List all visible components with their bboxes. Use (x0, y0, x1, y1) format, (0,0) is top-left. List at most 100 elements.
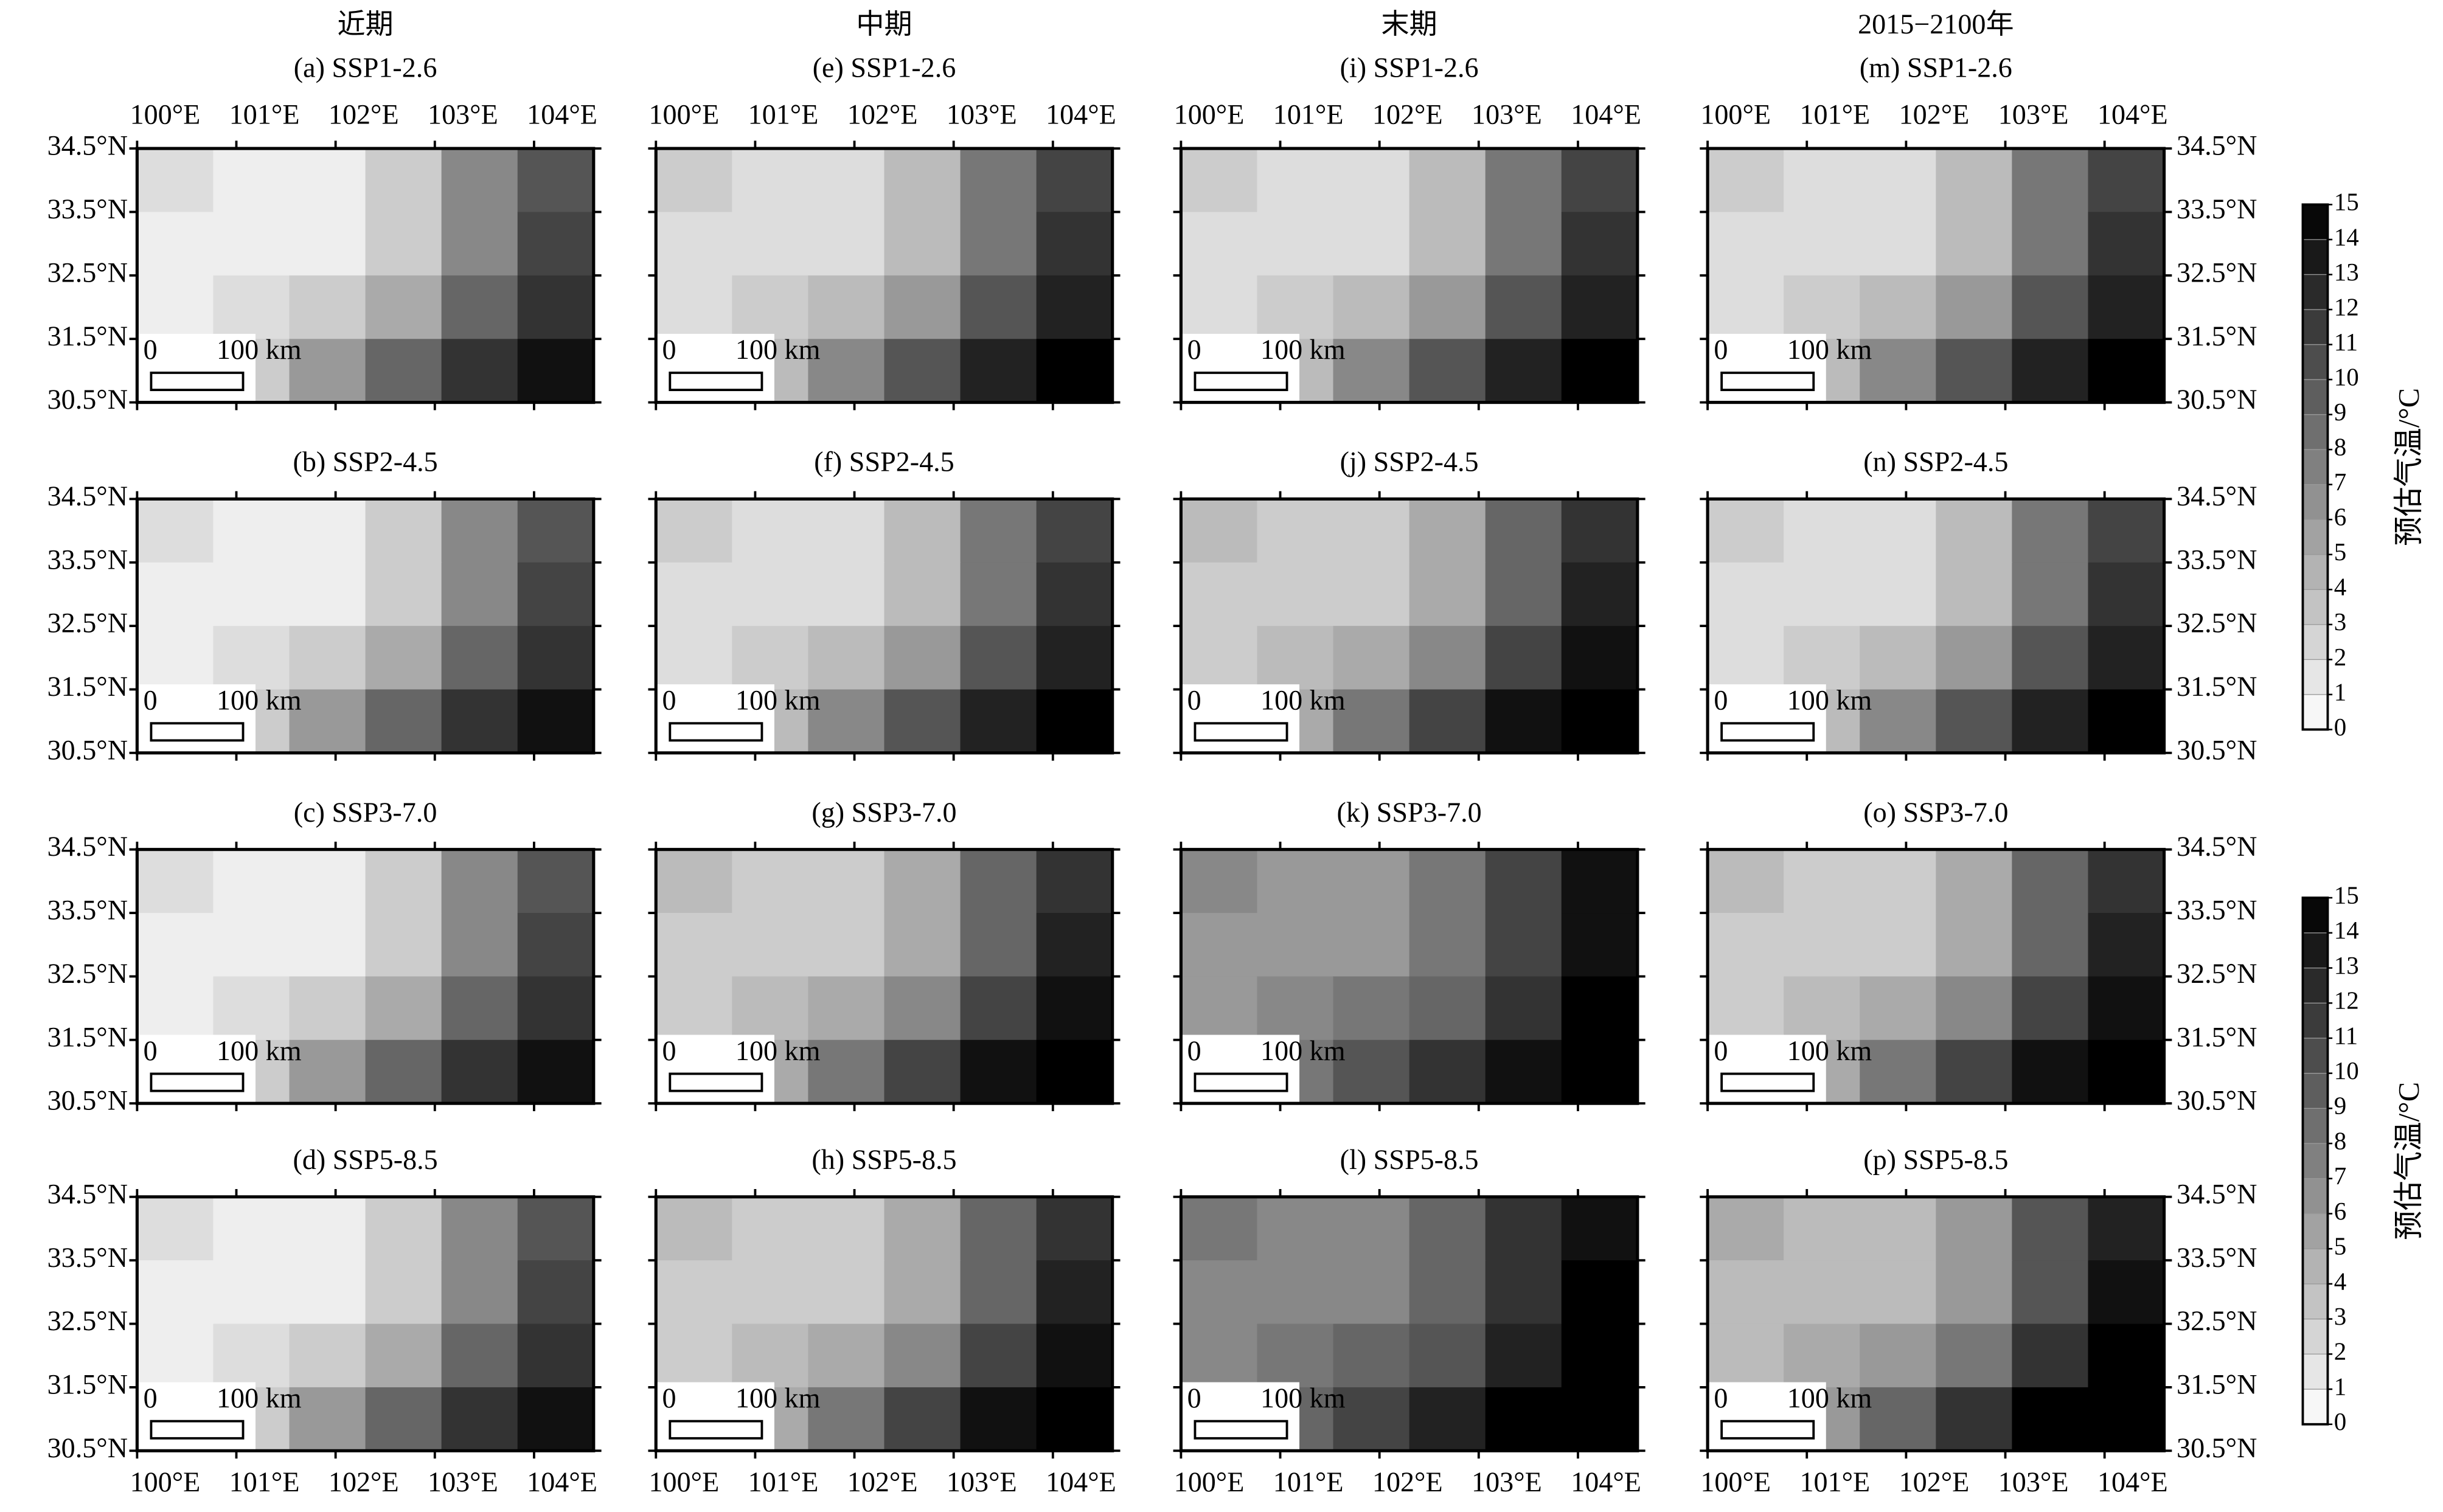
colorbar-tick-label: 8 (2334, 1126, 2346, 1154)
colorbar-frame (2301, 896, 2329, 1426)
cell (884, 1387, 961, 1452)
cell (884, 148, 961, 213)
cell (441, 913, 519, 977)
x-tick-label: 102°E (1372, 99, 1443, 130)
cell (1409, 339, 1486, 403)
x-tick-label: 104°E (527, 99, 597, 130)
cell (137, 626, 214, 690)
cell (289, 212, 366, 277)
colorbar-tick-label: 4 (2334, 1267, 2346, 1295)
scale-bar (1194, 1420, 1288, 1440)
cell (960, 275, 1037, 340)
colorbar-tick-label: 4 (2334, 573, 2346, 601)
cell (1784, 562, 1861, 627)
column-title: 2015−2100年 (1858, 9, 2014, 40)
cell (1561, 562, 1639, 627)
cell (1181, 499, 1258, 564)
scale-bar-label: 100 km (735, 1035, 821, 1066)
colorbar-tick-label: 9 (2334, 398, 2346, 426)
colorbar-tick-label: 12 (2334, 293, 2359, 321)
cell (960, 849, 1037, 914)
cell (1181, 212, 1258, 277)
x-tick-label: 103°E (1472, 99, 1542, 130)
colorbar-segment (2302, 1353, 2329, 1390)
scale-bar (150, 372, 245, 392)
cell (517, 976, 595, 1041)
cell (1708, 499, 1785, 564)
cell (1860, 562, 1937, 627)
cell (1181, 913, 1258, 977)
cell (2012, 1260, 2089, 1325)
cell (213, 499, 290, 564)
x-tick-label: 103°E (1998, 99, 2069, 130)
cell (1409, 499, 1486, 564)
cell (441, 689, 519, 754)
cell (365, 148, 442, 213)
cell (1860, 1260, 1937, 1325)
x-tick-label: 101°E (229, 99, 300, 130)
cell (1485, 562, 1563, 627)
cell (517, 849, 595, 914)
colorbar-tick-label: 7 (2334, 1162, 2346, 1190)
cell (1784, 499, 1861, 564)
cell (808, 1039, 885, 1105)
colorbar-segment (2302, 1038, 2329, 1074)
cell (1036, 976, 1113, 1041)
cell (884, 1039, 961, 1105)
y-tick-label: 31.5°N (2177, 1021, 2257, 1052)
scale-bar (150, 722, 245, 742)
cell (2012, 1387, 2089, 1452)
cell (1860, 1196, 1937, 1261)
cell (960, 1039, 1037, 1105)
colorbar-segment (2302, 967, 2329, 1004)
x-tick-label: 103°E (1998, 1466, 2069, 1497)
scale-bar-label: 0 (1187, 1035, 1201, 1066)
y-tick-label: 32.5°N (2177, 1305, 2257, 1336)
cell (884, 212, 961, 277)
cell (365, 499, 442, 564)
cell (441, 148, 519, 213)
cell (960, 499, 1037, 564)
cell (1936, 849, 2013, 914)
cell (1333, 689, 1410, 754)
cell (2012, 1196, 2089, 1261)
cell (441, 562, 519, 627)
cell (1860, 275, 1937, 340)
cell (884, 626, 961, 690)
y-tick-label: 32.5°N (2177, 257, 2257, 288)
cell (289, 499, 366, 564)
colorbar-tick-label: 15 (2334, 188, 2359, 216)
x-tick-label: 102°E (328, 1466, 399, 1497)
colorbar-segment (2302, 694, 2329, 730)
x-tick-label: 101°E (748, 1466, 819, 1497)
cell (1708, 1323, 1785, 1389)
cell (1036, 275, 1113, 340)
scale-bar-label: 0 (144, 1382, 158, 1413)
cell (1860, 689, 1937, 754)
cell (2012, 339, 2089, 403)
cell (441, 626, 519, 690)
cell (1333, 976, 1410, 1041)
cell (2012, 849, 2089, 914)
panel-title: (g) SSP3-7.0 (811, 797, 956, 828)
cell (289, 1039, 366, 1105)
colorbar-segment (2302, 1178, 2329, 1215)
scale-bar-label: 0 (662, 684, 676, 715)
cell (1485, 1196, 1563, 1261)
cell (441, 1387, 519, 1452)
x-tick-label: 103°E (428, 99, 498, 130)
cell (1181, 976, 1258, 1041)
cell (289, 913, 366, 977)
cell (1409, 562, 1486, 627)
cell (1561, 339, 1639, 403)
x-tick-label: 102°E (847, 1466, 918, 1497)
cell (289, 1323, 366, 1389)
cell (656, 212, 733, 277)
cell (732, 976, 809, 1041)
cell (656, 562, 733, 627)
cell (213, 562, 290, 627)
cell (289, 148, 366, 213)
cell (2012, 976, 2089, 1041)
panel-title: (n) SSP2-4.5 (1863, 446, 2008, 477)
x-tick-label: 104°E (2097, 1466, 2168, 1497)
